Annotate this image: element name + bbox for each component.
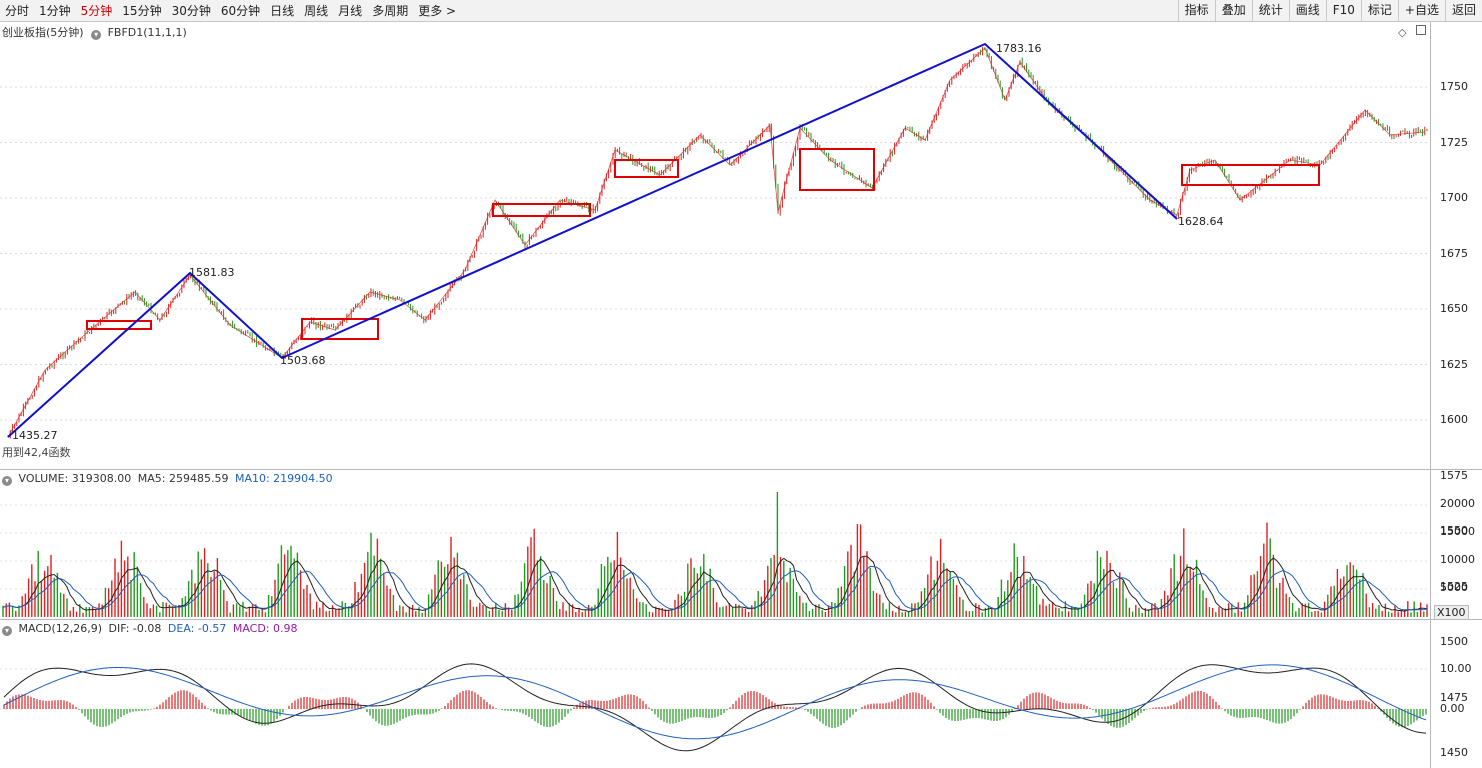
fractal-line [7, 47, 1426, 438]
macd-dea-line [3, 664, 1427, 740]
macd-dif-line [3, 663, 1427, 752]
axis-tick: 1625 [1440, 357, 1468, 371]
volume-dropdown-icon[interactable]: ▾ [2, 476, 12, 486]
volume-ma10-line [2, 565, 1428, 611]
tool-button-6[interactable]: +自选 [1397, 0, 1445, 22]
macd-value: MACD: 0.98 [232, 622, 298, 635]
trend-line [7, 42, 1178, 438]
axis-tick: 15000 [1440, 525, 1475, 538]
label-high1: 1581.83 [189, 266, 235, 279]
consolidation-box [301, 318, 379, 340]
axis-tick: 0.00 [1440, 702, 1465, 715]
macd-divider [0, 619, 1482, 620]
macd-title-row: ▾ MACD(12,26,9) DIF: -0.08 DEA: -0.57 MA… [2, 622, 298, 636]
instrument-title: 创业板指(5分钟) [2, 26, 84, 39]
consolidation-box [86, 320, 152, 330]
tool-button-2[interactable]: 统计 [1251, 0, 1289, 22]
label-low2: 1503.68 [280, 354, 326, 367]
axis-tick: 10000 [1440, 553, 1475, 566]
panel-toggle-icon[interactable] [1416, 25, 1426, 35]
axis-tick: 1450 [1440, 746, 1468, 759]
macd-dif: DIF: -0.08 [108, 622, 162, 635]
volume-title-row: ▾ VOLUME: 319308.00 MA5: 259485.59 MA10:… [2, 472, 333, 486]
label-low3: 1628.64 [1178, 215, 1224, 228]
tab-0[interactable]: 分时 [5, 4, 30, 18]
tool-button-3[interactable]: 画线 [1288, 0, 1326, 22]
consolidation-box [492, 203, 591, 217]
tab-7[interactable]: 周线 [304, 4, 329, 18]
period-tabs: 分时 1分钟 5分钟 15分钟 30分钟 60分钟 日线 周线 月线 多周期 更多 > [0, 0, 461, 22]
label-low1: 1435.27 [12, 429, 58, 442]
axis-tick: 1650 [1440, 302, 1468, 315]
tab-2[interactable]: 5分钟 [80, 4, 113, 18]
period-toolbar: 分时 1分钟 5分钟 15分钟 30分钟 60分钟 日线 周线 月线 多周期 更多 > 指标 叠加 统计… [0, 0, 1482, 22]
volume-unit: X100 [1434, 605, 1469, 620]
axis-tick: 1525 [1440, 579, 1468, 593]
axis-tick: 1725 [1440, 135, 1468, 149]
tab-10[interactable]: 更多 > [418, 4, 457, 18]
tab-5[interactable]: 60分钟 [220, 4, 261, 18]
tab-9[interactable]: 多周期 [372, 4, 409, 18]
axis-tick: 1700 [1440, 191, 1468, 204]
consolidation-box [1181, 164, 1320, 186]
axis-tick: 1500 [1440, 635, 1468, 648]
tab-6[interactable]: 日线 [270, 4, 295, 18]
tool-buttons: 指标 叠加 统计 画线 F10 标记 +自选 返回 [1177, 0, 1482, 22]
macd-name: MACD(12,26,9) [18, 622, 103, 635]
price-axis-line [1430, 22, 1431, 768]
axis-tick: 1550 [1440, 524, 1468, 537]
tool-button-1[interactable]: 叠加 [1214, 0, 1252, 22]
main-chart-title-row: 创业板指(5分钟) ▾ FBFD1(11,1,1) [2, 24, 187, 40]
axis-tick: 1675 [1440, 246, 1468, 260]
volume-divider [0, 469, 1482, 470]
tool-button-0[interactable]: 指标 [1177, 0, 1215, 22]
tool-button-5[interactable]: 标记 [1360, 0, 1398, 22]
tab-8[interactable]: 月线 [338, 4, 363, 18]
macd-dropdown-icon[interactable]: ▾ [2, 626, 12, 636]
label-high2: 1783.16 [996, 42, 1042, 55]
axis-tick: 10.00 [1440, 662, 1472, 675]
volume-ma10: MA10: 219904.50 [234, 472, 333, 485]
indicator-name[interactable]: FBFD1(11,1,1) [107, 26, 187, 39]
macd-dea: DEA: -0.57 [167, 622, 227, 635]
overlay-text: 用到42,4函数 [2, 446, 71, 459]
consolidation-box [799, 148, 875, 191]
volume-value: VOLUME: 319308.00 [18, 472, 132, 485]
diamond-icon[interactable]: ◇ [1398, 26, 1407, 39]
axis-tick: 1750 [1440, 80, 1468, 93]
indicator-dropdown-icon[interactable]: ▾ [91, 30, 102, 40]
axis-tick: 1575 [1440, 468, 1468, 482]
tab-4[interactable]: 30分钟 [171, 4, 211, 18]
tab-3[interactable]: 15分钟 [122, 4, 162, 18]
axis-tick: 1600 [1440, 413, 1468, 426]
axis-tick: 1475 [1440, 690, 1468, 704]
volume-ma5: MA5: 259485.59 [137, 472, 229, 485]
axis-tick: 20000 [1440, 497, 1475, 510]
tool-button-4[interactable]: F10 [1325, 0, 1361, 22]
tool-button-7[interactable]: 返回 [1444, 0, 1482, 22]
consolidation-box [614, 159, 679, 178]
axis-tick: 5000 [1440, 581, 1468, 594]
tab-1[interactable]: 1分钟 [39, 4, 71, 18]
